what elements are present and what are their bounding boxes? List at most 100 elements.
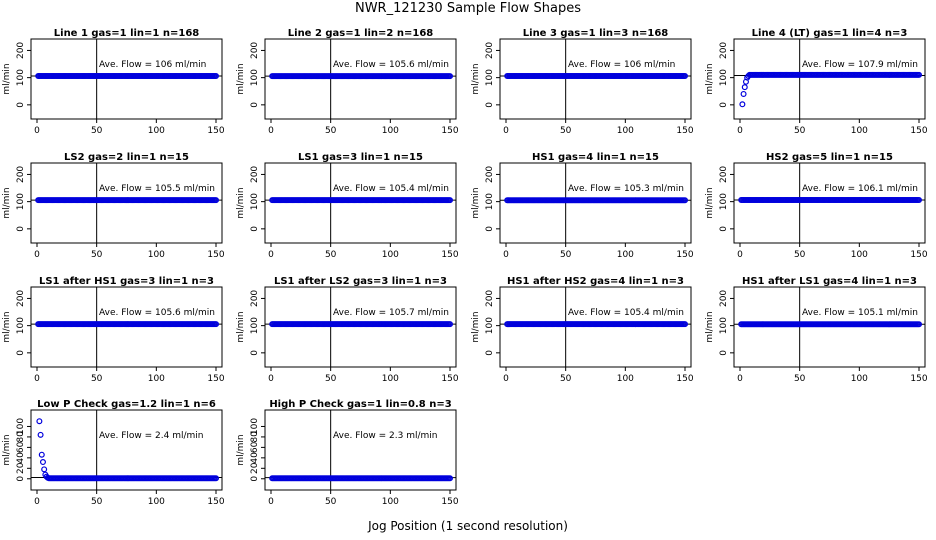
panel-title: HS2 gas=5 lin=1 n=15 (766, 152, 893, 163)
x-tick-label: 150 (910, 126, 927, 136)
x-tick-label: 0 (268, 126, 274, 136)
data-point (213, 475, 220, 482)
x-tick-label: 0 (737, 126, 743, 136)
y-tick-label: 80 (16, 431, 26, 443)
data-point (915, 196, 922, 203)
panel-title: Line 3 gas=1 lin=3 n=168 (523, 28, 669, 39)
x-tick-label: 50 (794, 126, 806, 136)
x-tick-label: 100 (148, 126, 165, 136)
x-tick-label: 150 (207, 250, 224, 260)
y-tick-label: 100 (250, 193, 260, 210)
average-flow-annotation: Ave. Flow = 2.3 ml/min (333, 431, 437, 441)
y-tick-label: 40 (16, 452, 26, 464)
y-axis-label: ml/min (236, 434, 246, 465)
x-tick-label: 150 (910, 250, 927, 260)
x-tick-label: 50 (560, 250, 572, 260)
y-axis-label: ml/min (705, 187, 715, 218)
x-tick-label: 100 (148, 497, 165, 507)
plot-frame (733, 38, 926, 120)
panel-title: HS1 after HS2 gas=4 lin=1 n=3 (507, 276, 684, 287)
x-tick-label: 100 (617, 126, 634, 136)
y-tick-label: 100 (16, 418, 26, 435)
panel-title: LS2 gas=2 lin=1 n=15 (64, 152, 189, 163)
x-tick-label: 100 (851, 250, 868, 260)
y-axis-label: ml/min (2, 434, 12, 465)
panel-title: Line 2 gas=1 lin=2 n=168 (288, 28, 434, 39)
panel-title: LS1 after HS1 gas=3 lin=1 n=3 (39, 276, 214, 287)
y-tick-label: 0 (16, 350, 26, 356)
panel-11: HS1 after HS2 gas=4 lin=1 n=3 ml/min 0 50 10… (471, 276, 694, 384)
y-tick-label: 200 (719, 290, 729, 307)
data-point (37, 431, 44, 438)
average-flow-annotation: Ave. Flow = 105.3 ml/min (568, 184, 684, 194)
x-tick-label: 100 (617, 250, 634, 260)
y-tick-label: 200 (16, 290, 26, 307)
y-axis-label: ml/min (705, 63, 715, 94)
average-flow-annotation: Ave. Flow = 105.4 ml/min (568, 308, 684, 318)
plot-frame (30, 162, 223, 244)
average-flow-annotation: Ave. Flow = 106.1 ml/min (802, 184, 918, 194)
plot-frame (499, 286, 692, 368)
panel-3: Line 3 gas=1 lin=3 n=168 ml/min 0 50 100 150 0… (471, 28, 694, 136)
x-tick-label: 100 (382, 126, 399, 136)
y-tick-label: 100 (250, 418, 260, 435)
y-tick-label: 200 (719, 166, 729, 183)
y-tick-label: 20 (16, 462, 26, 474)
y-tick-label: 200 (250, 42, 260, 59)
panel-7: HS1 gas=4 lin=1 n=15 ml/min 0 50 100 150 0 100 2… (471, 152, 694, 260)
x-tick-label: 50 (91, 126, 103, 136)
y-tick-label: 0 (719, 350, 729, 356)
panel-13: Low P Check gas=1.2 lin=1 n=6 ml/min 0 50 10… (2, 399, 225, 507)
y-tick-label: 0 (250, 226, 260, 232)
x-tick-label: 100 (382, 374, 399, 384)
data-point (447, 321, 454, 328)
y-tick-label: 100 (719, 317, 729, 334)
panel-title: HS1 gas=4 lin=1 n=15 (532, 152, 659, 163)
panel-title: LS1 after LS2 gas=3 lin=1 n=3 (274, 276, 447, 287)
data-point (36, 418, 43, 425)
y-tick-label: 100 (16, 69, 26, 86)
y-tick-label: 0 (719, 226, 729, 232)
y-tick-label: 40 (250, 452, 260, 464)
plot-frame (264, 38, 457, 120)
x-tick-label: 50 (794, 374, 806, 384)
x-tick-label: 0 (34, 126, 40, 136)
x-tick-label: 0 (268, 497, 274, 507)
data-point (213, 321, 220, 328)
x-tick-label: 100 (617, 374, 634, 384)
plot-frame (499, 162, 692, 244)
page-title: NWR_121230 Sample Flow Shapes (354, 1, 582, 16)
data-point (447, 73, 454, 80)
x-tick-label: 0 (268, 250, 274, 260)
data-point (681, 197, 688, 204)
x-tick-label: 150 (441, 126, 458, 136)
average-flow-annotation: Ave. Flow = 106 ml/min (99, 60, 206, 70)
x-tick-label: 0 (268, 374, 274, 384)
panel-title: Line 1 gas=1 lin=1 n=168 (54, 28, 200, 39)
y-tick-label: 200 (485, 42, 495, 59)
plot-frame (733, 286, 926, 368)
y-tick-label: 100 (485, 69, 495, 86)
x-tick-label: 150 (441, 250, 458, 260)
panel-title: Low P Check gas=1.2 lin=1 n=6 (37, 399, 216, 410)
y-axis-label: ml/min (236, 63, 246, 94)
x-tick-label: 150 (676, 250, 693, 260)
y-tick-label: 0 (485, 226, 495, 232)
y-axis-label: ml/min (2, 187, 12, 218)
y-tick-label: 100 (250, 317, 260, 334)
y-tick-label: 0 (250, 350, 260, 356)
data-point (447, 197, 454, 204)
x-tick-label: 50 (325, 497, 337, 507)
x-tick-label: 0 (503, 250, 509, 260)
panel-title: LS1 gas=3 lin=1 n=15 (298, 152, 423, 163)
y-tick-label: 200 (16, 42, 26, 59)
y-axis-label: ml/min (471, 63, 481, 94)
x-tick-label: 0 (34, 250, 40, 260)
x-tick-label: 150 (676, 374, 693, 384)
y-tick-label: 0 (16, 226, 26, 232)
panel-4: Line 4 (LT) gas=1 lin=4 n=3 ml/min 0 50 100 1… (705, 28, 928, 136)
x-tick-label: 50 (794, 250, 806, 260)
x-tick-label: 150 (207, 126, 224, 136)
x-tick-label: 50 (325, 126, 337, 136)
